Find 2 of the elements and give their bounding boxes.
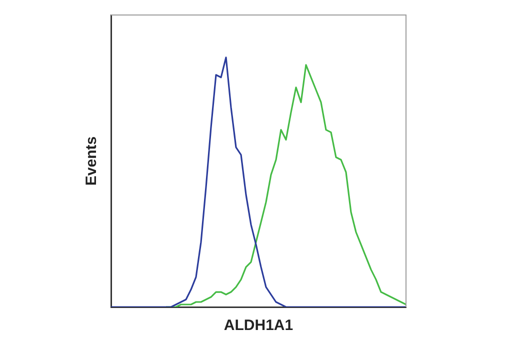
- x-axis-title: ALDH1A1: [224, 317, 294, 334]
- y-axis-title: Events: [83, 136, 100, 186]
